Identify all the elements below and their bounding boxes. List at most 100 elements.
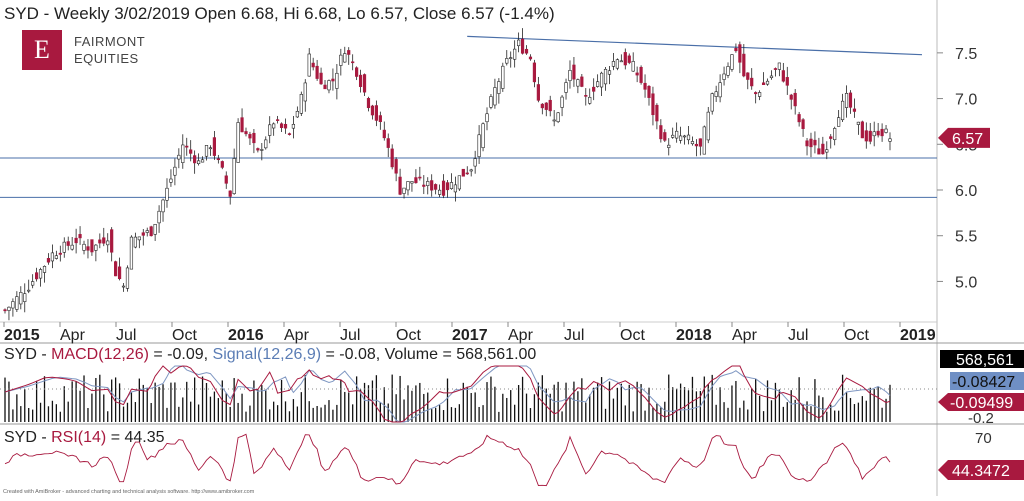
candle-body bbox=[200, 159, 205, 163]
candle-body bbox=[710, 93, 714, 112]
candle-body bbox=[773, 68, 778, 70]
candle-body bbox=[31, 281, 35, 286]
candle-body bbox=[62, 241, 66, 253]
signal-value-box bbox=[950, 372, 1024, 390]
candle-body bbox=[382, 129, 386, 139]
candle-body bbox=[576, 79, 580, 87]
candle-body bbox=[864, 130, 868, 142]
macd-header-prefix: SYD - bbox=[4, 346, 51, 363]
candle-body bbox=[307, 53, 311, 77]
candle-body bbox=[868, 130, 872, 142]
candle-body bbox=[410, 181, 414, 184]
candle-body bbox=[157, 210, 161, 224]
candle-body bbox=[469, 169, 473, 172]
candle-body bbox=[552, 119, 556, 122]
candle-body bbox=[627, 55, 631, 63]
candle-body bbox=[366, 98, 371, 109]
time-tick-label: 2015 bbox=[4, 327, 40, 344]
candle-body bbox=[27, 289, 31, 292]
candle-body bbox=[153, 223, 157, 235]
candle-body bbox=[449, 182, 454, 189]
candle-body bbox=[386, 138, 390, 148]
fairmont-logo-mark: E bbox=[22, 30, 62, 70]
time-tick-label: Apr bbox=[284, 327, 310, 344]
candle-body bbox=[532, 62, 537, 83]
candle-body bbox=[196, 160, 201, 164]
time-tick-label: Oct bbox=[620, 327, 645, 344]
signal-label: Signal(12,26,9) bbox=[213, 346, 322, 363]
candle-body bbox=[829, 136, 833, 139]
candle-body bbox=[544, 102, 548, 110]
candle-body bbox=[702, 126, 706, 155]
candle-body bbox=[663, 132, 667, 141]
candle-body bbox=[560, 96, 564, 108]
candle-body bbox=[303, 82, 307, 102]
volume-value-label: 568,561 bbox=[956, 352, 1014, 369]
candle-body bbox=[615, 59, 619, 69]
candle-body bbox=[631, 61, 635, 72]
rsi-value-box bbox=[938, 460, 1024, 480]
candle-body bbox=[38, 269, 43, 279]
candle-body bbox=[714, 91, 718, 97]
candle-body bbox=[264, 139, 268, 149]
time-tick-label: Oct bbox=[172, 327, 197, 344]
candle-body bbox=[758, 92, 762, 97]
candle-body bbox=[781, 70, 785, 82]
candle-body bbox=[177, 154, 181, 160]
candle-body bbox=[19, 292, 23, 305]
candle-body bbox=[418, 176, 422, 179]
candle-body bbox=[501, 65, 505, 89]
candle-body bbox=[706, 111, 710, 141]
time-tick-label: Oct bbox=[844, 327, 869, 344]
macd-label: MACD(12,26) bbox=[51, 346, 149, 363]
candle-body bbox=[216, 158, 220, 161]
candle-body bbox=[730, 54, 734, 70]
candle-body bbox=[785, 77, 789, 86]
candle-body bbox=[489, 96, 493, 108]
candle-body bbox=[524, 48, 529, 54]
candle-body bbox=[291, 123, 296, 129]
candle-body bbox=[805, 140, 809, 147]
candle-body bbox=[734, 48, 738, 52]
price-tick-label: 7.5 bbox=[955, 46, 977, 63]
candle-body bbox=[260, 149, 264, 151]
candle-body bbox=[212, 137, 216, 156]
candle-body bbox=[844, 93, 849, 108]
candle-body bbox=[694, 143, 699, 147]
candle-body bbox=[23, 293, 27, 302]
candle-body bbox=[643, 82, 647, 90]
candle-body bbox=[667, 144, 671, 148]
candle-body bbox=[351, 61, 355, 64]
candle-body bbox=[3, 309, 7, 312]
candle-body bbox=[70, 244, 74, 250]
candle-body bbox=[185, 145, 189, 148]
candle-body bbox=[738, 44, 742, 63]
candle-body bbox=[394, 159, 398, 174]
candle-body bbox=[406, 181, 410, 191]
time-tick-label: Jul bbox=[788, 327, 808, 344]
candle-body bbox=[564, 82, 568, 93]
macd-value-box bbox=[938, 393, 1024, 411]
candle-body bbox=[145, 230, 149, 233]
candle-body bbox=[813, 139, 817, 146]
candle-body bbox=[287, 133, 292, 135]
candle-body bbox=[651, 93, 655, 116]
time-tick-label: 2019 bbox=[900, 327, 936, 344]
candle-body bbox=[726, 66, 730, 76]
candle-body bbox=[675, 130, 679, 139]
chart-title: SYD - Weekly 3/02/2019 Open 6.68, Hi 6.6… bbox=[4, 4, 555, 23]
candle-body bbox=[441, 180, 446, 196]
candle-body bbox=[161, 199, 165, 213]
rsi-panel: 70 44.3472 bbox=[4, 430, 1024, 487]
candle-body bbox=[347, 50, 351, 55]
time-tick-label: 2017 bbox=[452, 327, 488, 344]
candle-body bbox=[82, 243, 86, 251]
candle-body bbox=[837, 117, 841, 127]
candle-body bbox=[493, 87, 497, 106]
candle-body bbox=[42, 265, 47, 273]
candle-body bbox=[335, 72, 339, 89]
candle-body bbox=[54, 255, 58, 259]
candle-body bbox=[50, 252, 55, 262]
candle-body bbox=[299, 94, 303, 114]
